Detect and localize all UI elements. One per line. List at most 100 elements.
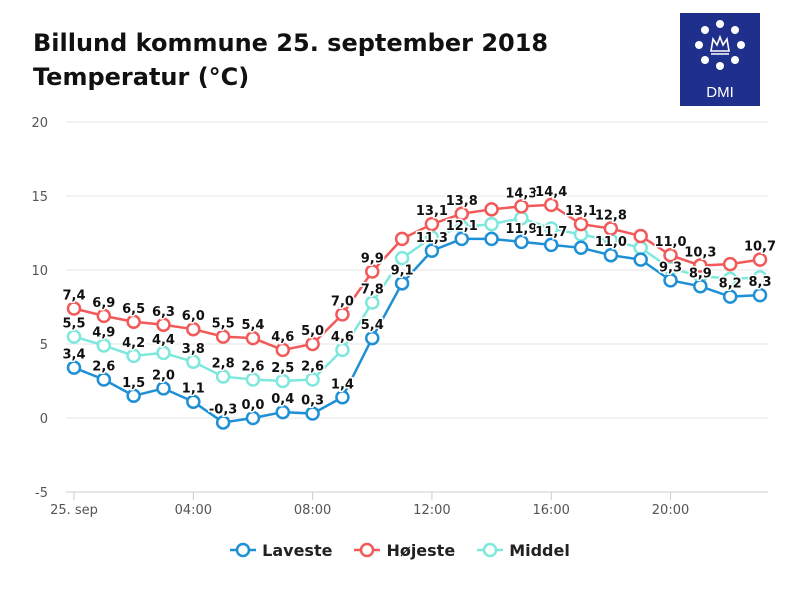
data-point-laveste [215, 415, 231, 430]
data-point-middel [752, 270, 768, 285]
data-label-laveste: 11,7 [535, 225, 567, 240]
data-point-middel [156, 345, 171, 361]
data-label-laveste: 2,0 [152, 368, 175, 383]
data-point-laveste [275, 404, 291, 420]
data-label-middel: 2,8 [212, 357, 235, 372]
legend-marker-dot [482, 542, 498, 558]
data-label-h-jeste: 7,4 [62, 288, 85, 303]
data-label-laveste: -0,3 [209, 402, 237, 417]
data-point-h-jeste [215, 329, 231, 344]
data-label-h-jeste: 7,0 [331, 294, 354, 309]
data-point-laveste [633, 252, 648, 267]
data-label-middel: 4,4 [152, 333, 175, 348]
data-label-h-jeste: 13,1 [416, 204, 448, 219]
x-tick-label: 20:00 [652, 503, 689, 518]
data-point-h-jeste [126, 314, 141, 330]
data-point-h-jeste [633, 228, 648, 244]
data-point-laveste [126, 388, 141, 404]
dmi-logo-text: DMI [706, 84, 734, 101]
data-label-h-jeste: 13,8 [446, 194, 478, 209]
data-label-h-jeste: 14,3 [505, 186, 537, 201]
series-points [66, 197, 768, 430]
data-label-laveste: 11,3 [416, 231, 448, 246]
y-tick-label: 0 [40, 412, 48, 427]
y-tick-label: 10 [31, 264, 48, 279]
x-tick-label: 25. sep [50, 503, 98, 518]
data-point-middel [722, 271, 738, 287]
data-point-laveste [722, 289, 738, 304]
data-label-middel: 2,6 [241, 360, 264, 375]
data-point-h-jeste [365, 264, 380, 279]
data-point-laveste [186, 394, 201, 409]
axes: -5 0 5 10 15 20 25. sep 04:00 08:00 12:00 16:00 20:… [31, 116, 768, 518]
x-tick-label: 12:00 [413, 503, 450, 518]
data-point-laveste [454, 231, 469, 247]
legend-item-h-jeste[interactable]: Højeste [354, 540, 455, 560]
dmi-logo: DMI [680, 13, 760, 106]
data-label-h-jeste: 10,3 [684, 246, 716, 261]
data-label-h-jeste: 14,4 [535, 185, 567, 200]
chart-title: Billund kommune 25. september 2018 Tempe… [33, 26, 548, 94]
y-tick-label: 5 [40, 338, 48, 353]
data-labels: 3,4 2,6 1,5 2,0 1,1 -0,3 0,0 0,4 0,3 1,4 5,4 9,1 11,… [61, 183, 778, 419]
data-point-middel [484, 216, 499, 232]
data-point-middel [186, 354, 201, 370]
data-point-h-jeste [335, 307, 350, 322]
data-label-h-jeste: 9,9 [361, 251, 384, 266]
data-label-laveste: 9,3 [659, 260, 682, 275]
legend-marker-icon [477, 542, 504, 558]
legend-item-middel[interactable]: Middel [477, 540, 570, 560]
legend-marker-dot [235, 542, 251, 558]
data-label-middel: 5,5 [62, 317, 85, 332]
data-point-h-jeste [245, 330, 261, 346]
data-label-laveste: 8,9 [689, 266, 712, 281]
data-label-laveste: 3,4 [62, 348, 85, 363]
data-point-laveste [693, 279, 708, 294]
data-point-h-jeste [454, 206, 469, 222]
data-label-laveste: 1,5 [122, 376, 145, 391]
data-point-laveste [573, 240, 589, 256]
data-label-laveste: 1,1 [182, 382, 205, 397]
legend-label: Laveste [262, 540, 333, 560]
data-point-h-jeste [603, 221, 619, 236]
data-label-laveste: 0,3 [301, 394, 324, 409]
data-point-laveste [514, 234, 529, 250]
data-label-middel: 4,2 [122, 336, 145, 351]
data-label-h-jeste: 4,6 [271, 330, 294, 345]
data-point-middel [424, 230, 440, 245]
data-point-h-jeste [484, 202, 499, 217]
data-label-middel: 3,8 [182, 342, 205, 357]
data-point-laveste [156, 381, 171, 396]
x-tick-label: 16:00 [532, 503, 569, 518]
data-point-laveste [335, 390, 350, 405]
data-point-laveste [484, 231, 499, 247]
data-point-laveste [66, 360, 82, 375]
dmi-logo-dots-icon [695, 20, 745, 70]
data-label-h-jeste: 6,5 [122, 302, 145, 317]
data-point-laveste [752, 287, 768, 303]
data-point-h-jeste [514, 199, 529, 214]
data-point-laveste [305, 406, 320, 421]
data-point-middel [96, 338, 112, 353]
data-label-h-jeste: 12,8 [595, 209, 627, 224]
data-point-h-jeste [424, 216, 440, 232]
x-tick-label: 04:00 [175, 503, 212, 518]
data-point-laveste [543, 237, 559, 253]
data-point-h-jeste [543, 197, 559, 213]
data-label-h-jeste: 13,1 [565, 204, 597, 219]
data-label-h-jeste: 5,4 [241, 318, 264, 333]
data-point-h-jeste [573, 216, 589, 232]
data-point-h-jeste [663, 247, 678, 263]
y-tick-label: 20 [31, 116, 48, 131]
data-label-laveste: 0,0 [241, 398, 264, 413]
data-point-h-jeste [186, 321, 201, 337]
data-point-middel [215, 369, 231, 384]
legend-item-laveste[interactable]: Laveste [230, 540, 332, 560]
chart-title-line1: Billund kommune 25. september 2018 [33, 29, 549, 57]
y-tick-label: -5 [35, 486, 48, 501]
data-point-middel [543, 221, 559, 236]
data-label-h-jeste: 6,3 [152, 305, 175, 320]
data-point-middel [335, 342, 350, 358]
data-point-h-jeste [96, 308, 112, 324]
data-label-laveste: 5,4 [361, 318, 384, 333]
